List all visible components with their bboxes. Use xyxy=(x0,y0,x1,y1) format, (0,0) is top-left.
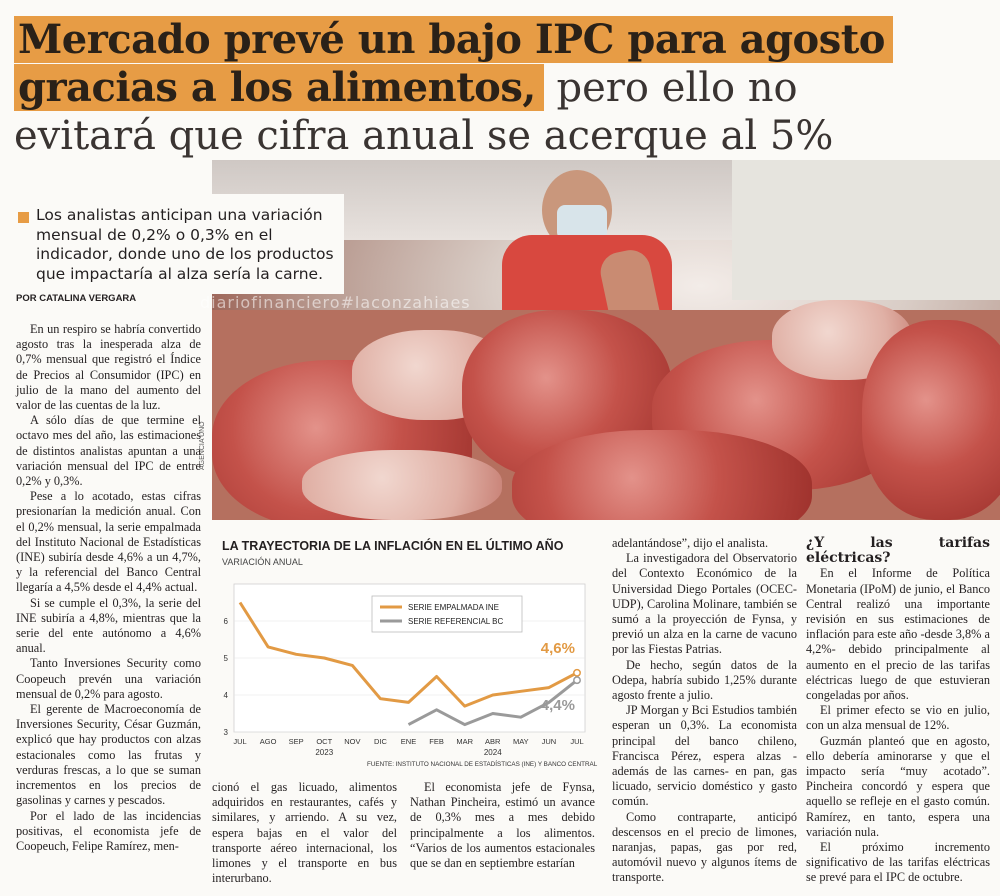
x-tick-label: MAR xyxy=(456,737,473,746)
x-tick-label: FEB xyxy=(429,737,444,746)
headline-line-2: gracias a los alimentos, pero ello no xyxy=(14,64,798,111)
end-point xyxy=(573,668,581,677)
paragraph: El próximo incremento significativo de l… xyxy=(806,840,990,885)
paragraph: El economista jefe de Fynsa, Nathan Pinc… xyxy=(410,780,595,871)
x-tick-label: JUN xyxy=(542,737,557,746)
byline: POR CATALINA VERGARA xyxy=(16,293,137,304)
headline-plain-2: pero ello no xyxy=(543,65,798,111)
legend-box xyxy=(371,595,523,633)
headline-line-3: evitará que cifra anual se acerque al 5% xyxy=(14,114,842,158)
legend-label: SERIE EMPALMADA INE xyxy=(408,603,499,612)
paragraph: En un respiro se habría convertido agost… xyxy=(16,322,201,413)
x-tick-label: JUL xyxy=(570,737,583,746)
x-tick-label: ENE xyxy=(401,737,416,746)
lead-box: Los analistas anticipan una variación me… xyxy=(16,194,344,294)
paragraph: Si se cumple el 0,3%, la serie del INE s… xyxy=(16,595,201,656)
paragraph: El primer efecto se vio en julio, con un… xyxy=(806,703,990,733)
x-tick-label: DIC xyxy=(374,737,388,746)
paragraph: Por el lado de las incidencias positivas… xyxy=(16,808,201,853)
paragraph: En el Informe de Política Monetaria (IPo… xyxy=(806,566,990,703)
paragraph: JP Morgan y Bci Estudios también esperan… xyxy=(612,703,797,809)
butcher-photo xyxy=(212,160,1000,520)
x-tick-label: ABR xyxy=(485,737,501,746)
subheading: ¿Y las tarifas eléctricas? xyxy=(806,535,990,567)
series-line xyxy=(238,601,578,708)
paragraph: Guzmán planteó que en agosto, ello deber… xyxy=(806,733,990,839)
series-line xyxy=(407,679,578,727)
watermark: diariofinanciero#laconzahiaes xyxy=(200,293,471,312)
column-3: El economista jefe de Fynsa, Nathan Pinc… xyxy=(410,780,595,871)
paragraph: Como contraparte, anticipó descensos en … xyxy=(612,809,797,885)
chart-source: FUENTE: INSTITUTO NACIONAL DE ESTADÍSTIC… xyxy=(367,759,598,768)
year-label: 2023 xyxy=(315,748,333,757)
end-label: 4,4% xyxy=(541,697,575,714)
headline-highlight-2: gracias a los alimentos, xyxy=(14,64,544,111)
paragraph: De hecho, según datos de la Odepa, habrí… xyxy=(612,657,797,703)
x-tick-label: MAY xyxy=(513,737,529,746)
x-tick-label: SEP xyxy=(289,737,304,746)
paragraph: El gerente de Macroeconomía de Inversion… xyxy=(16,702,201,808)
lead-bullet-icon xyxy=(18,212,29,223)
paragraph: A sólo días de que termine el octavo mes… xyxy=(16,413,201,489)
y-tick-label: 4 xyxy=(224,691,229,700)
headline-highlight-1: Mercado prevé un bajo IPC para agosto xyxy=(14,16,893,63)
headline-line-1: Mercado prevé un bajo IPC para agosto xyxy=(14,16,893,63)
y-tick-label: 3 xyxy=(224,728,229,737)
year-label: 2024 xyxy=(484,748,502,757)
chart-subtitle: VARIACIÓN ANUAL xyxy=(222,557,303,567)
inflation-chart: 3 4 5 6 JUL AGO SEP OCT NOV DIC ENE FEB MAR ABR MAY JUN… xyxy=(224,583,598,768)
paragraph: cionó el gas licuado, alimentos adquirid… xyxy=(212,780,397,886)
x-tick-label: JUL xyxy=(233,737,246,746)
y-tick-label: 5 xyxy=(224,654,229,663)
end-label: 4,6% xyxy=(541,640,575,657)
end-point xyxy=(573,676,581,685)
x-tick-label: AGO xyxy=(260,737,277,746)
legend-label: SERIE REFERENCIAL BC xyxy=(408,617,504,626)
column-5: ¿Y las tarifas eléctricas? En el Informe… xyxy=(806,535,990,886)
paragraph: Tanto Inversiones Security como Coopeuch… xyxy=(16,656,201,701)
x-tick-label: OCT xyxy=(316,737,332,746)
column-4: adelantándose”, dijo el analista. La inv… xyxy=(612,536,797,886)
paragraph: Pese a lo acotado, estas cifras presiona… xyxy=(16,489,201,595)
lead-text: Los analistas anticipan una variación me… xyxy=(36,206,334,283)
column-1: En un respiro se habría convertido agost… xyxy=(16,322,201,854)
paragraph: adelantándose”, dijo el analista. xyxy=(612,536,769,550)
paragraph: La investigadora del Observatorio del Co… xyxy=(612,551,797,657)
column-2: cionó el gas licuado, alimentos adquirid… xyxy=(212,780,397,886)
x-tick-label: NOV xyxy=(344,737,360,746)
y-tick-label: 6 xyxy=(224,617,229,626)
chart-title: LA TRAYECTORIA DE LA INFLACIÓN EN EL ÚLT… xyxy=(222,539,564,553)
